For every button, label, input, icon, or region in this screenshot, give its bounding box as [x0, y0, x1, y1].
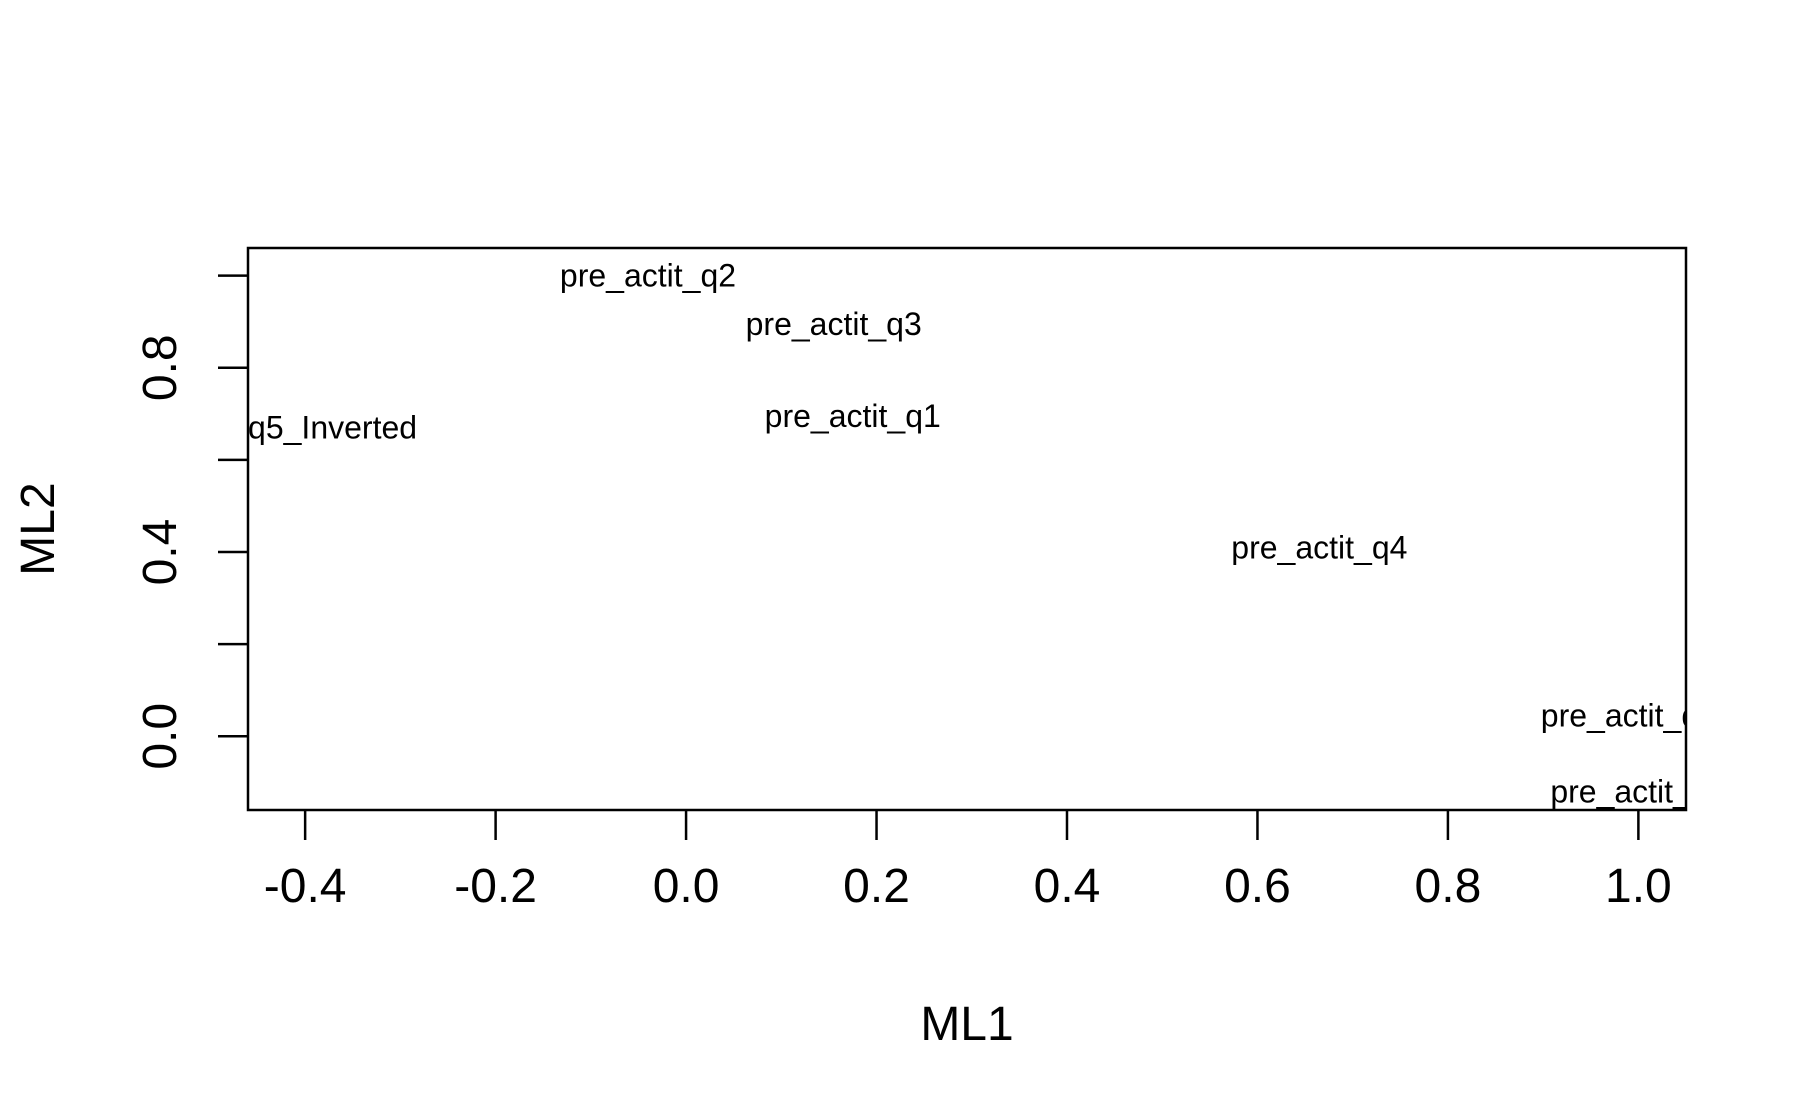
x-tick-label: 0.2 [843, 860, 910, 913]
point-label: pre_actit_q2 [560, 258, 736, 294]
point-label: pre_actit_q7 [1550, 774, 1726, 810]
x-tick-label: 0.8 [1415, 860, 1482, 913]
y-tick-label: 0.0 [134, 703, 187, 770]
plot-frame [246, 246, 1688, 812]
y-tick-label: 0.4 [134, 519, 187, 586]
y-tick-label: 0.8 [134, 334, 187, 401]
x-tick-label: 0.6 [1224, 860, 1291, 913]
x-axis: -0.4 -0.2 0.0 0.2 0.4 0.6 0.8 1.0 [264, 810, 1672, 913]
y-axis: 0.0 0.4 0.8 [134, 274, 248, 770]
x-tick-label: -0.2 [454, 860, 537, 913]
x-tick-label: 0.4 [1034, 860, 1101, 913]
point-label: pre_actit_q6 [1541, 698, 1717, 734]
point-label: pre_actit_q5_Inverted [108, 410, 418, 446]
point-label: pre_actit_q1 [765, 398, 941, 434]
point-label: pre_actit_q4 [1231, 529, 1407, 565]
points-layer: pre_actit_q2 pre_actit_q3 pre_actit_q1 pre_… [108, 258, 1726, 810]
point-label: pre_actit_q3 [746, 306, 922, 342]
x-tick-label: 0.0 [653, 860, 720, 913]
x-axis-title: ML1 [920, 998, 1013, 1051]
y-axis-title: ML2 [12, 482, 65, 575]
x-tick-label: -0.4 [264, 860, 347, 913]
x-tick-label: 1.0 [1605, 860, 1672, 913]
